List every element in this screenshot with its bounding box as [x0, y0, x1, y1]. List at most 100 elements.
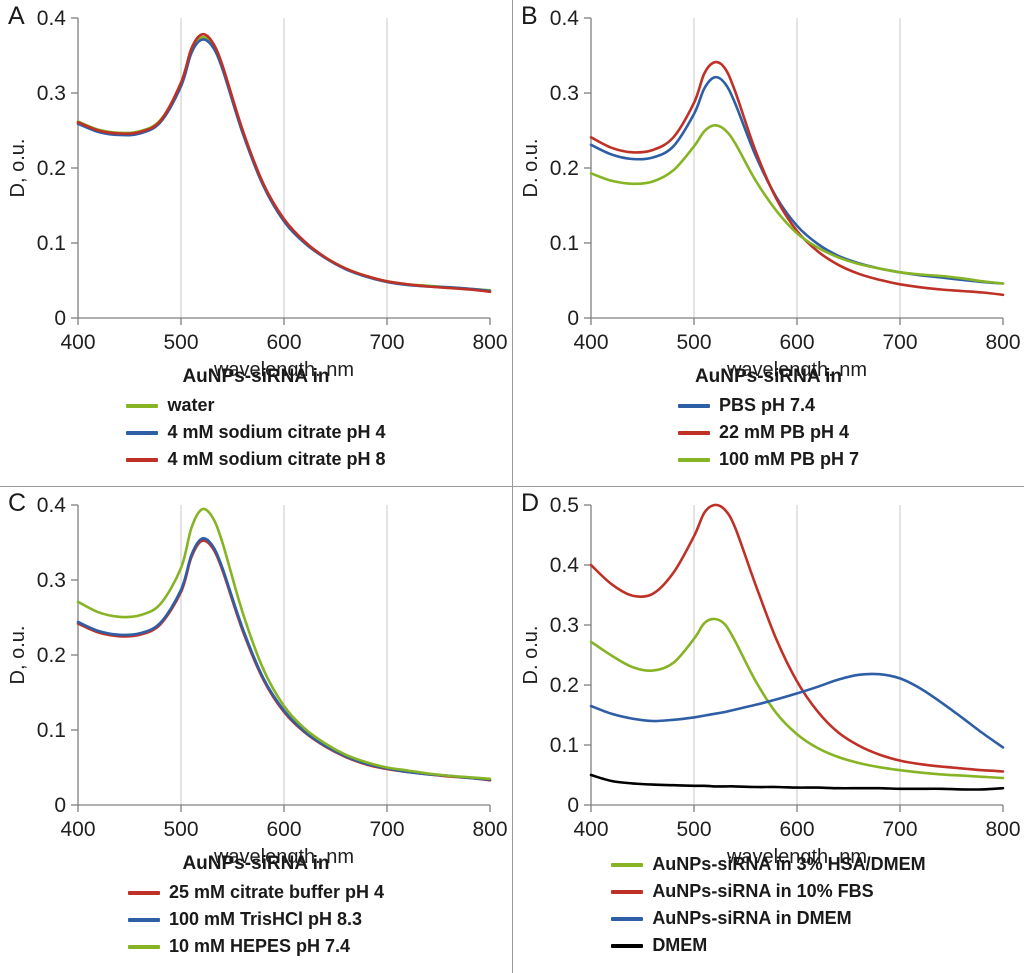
legend-label: PBS pH 7.4 — [718, 395, 815, 415]
legend-D: AuNPs-siRNA in 3% HSA/DMEM AuNPs-siRNA in… — [611, 851, 926, 959]
x-tick-label: 500 — [676, 818, 711, 841]
y-tick-label: 0.3 — [37, 82, 66, 105]
legend-C: AuNPs-siRNA in 25 mM citrate buffer pH 4 1… — [127, 851, 385, 960]
legend-label: AuNPs-siRNA in 3% HSA/DMEM — [652, 854, 926, 874]
legend-item: PBS pH 7.4 — [677, 392, 859, 419]
x-tick-label: 400 — [573, 818, 608, 841]
spectrum-plot-D: 400 500 600 700 800 0 0.1 0.2 0.3 0.4 0.5 wavelengt… — [520, 494, 1021, 863]
panel-label-B: B — [521, 2, 538, 30]
legend-B: AuNPs-siRNA in PBS pH 7.4 22 mM PB pH 4 100… — [677, 364, 860, 473]
spectrum-plot-B: 400 500 600 700 800 0 0.1 0.2 0.3 0.4 wavelength, … — [520, 7, 1021, 376]
panel-label-D: D — [521, 489, 540, 517]
legend-line-swatch — [611, 862, 644, 867]
x-tick-label: 800 — [472, 331, 507, 354]
x-tick-label: 600 — [779, 331, 814, 354]
legend-line-swatch — [126, 457, 159, 462]
y-tick-label: 0.2 — [37, 157, 66, 180]
legend-line-swatch — [127, 944, 160, 949]
legend-label: AuNPs-siRNA in DMEM — [652, 908, 852, 928]
y-tick-label: 0.4 — [550, 7, 580, 30]
legend-line-swatch — [126, 430, 159, 435]
spectrum-plot-A: 400 500 600 700 800 0 0.1 0.2 0.3 0.4 wavelength, … — [7, 7, 508, 376]
y-tick-label: 0.2 — [550, 674, 579, 697]
y-tick-label: 0.4 — [550, 554, 580, 577]
y-tick-label: 0.1 — [37, 232, 66, 255]
y-tick-label: 0 — [54, 307, 66, 330]
legend-item: 4 mM sodium citrate pH 8 — [126, 446, 386, 473]
legend-line-swatch — [126, 403, 159, 408]
y-tick-label: 0.1 — [37, 719, 66, 742]
series-line — [76, 537, 492, 781]
legend-label: 100 mM TrisHCl pH 8.3 — [168, 909, 363, 929]
y-tick-label: 0 — [54, 794, 66, 817]
panel-label-C: C — [8, 489, 27, 517]
x-tick-label: 700 — [369, 818, 404, 841]
legend-label: 25 mM citrate buffer pH 4 — [168, 882, 385, 902]
y-tick-label: 0.2 — [550, 157, 579, 180]
x-tick-label: 400 — [60, 818, 95, 841]
legend-line-swatch — [677, 457, 710, 462]
legend-title: AuNPs-siRNA in — [182, 366, 330, 387]
x-axis-title: wavelength, nm — [213, 846, 354, 863]
legend-item: 100 mM TrisHCl pH 8.3 — [127, 906, 384, 933]
series-line — [589, 672, 1005, 749]
x-axis-title: wavelength, nm — [213, 359, 354, 376]
y-tick-label: 0.3 — [37, 569, 66, 592]
x-tick-label: 700 — [369, 331, 404, 354]
x-tick-label: 500 — [163, 818, 198, 841]
y-tick-label: 0.1 — [550, 734, 579, 757]
legend-label: 4 mM sodium citrate pH 8 — [167, 449, 386, 469]
legend-item: 10 mM HEPES pH 7.4 — [127, 933, 384, 960]
y-tick-label: 0.4 — [37, 7, 67, 30]
series-line — [589, 123, 1005, 285]
y-tick-label: 0.3 — [550, 614, 579, 637]
legend-label: DMEM — [652, 935, 708, 955]
panel-A: A 400 500 600 700 800 0 0.1 0.2 0.3 0.4 wavelength… — [0, 0, 512, 486]
legend-line-swatch — [677, 403, 710, 408]
y-axis-title: D. o.u. — [520, 139, 542, 198]
legend-title: AuNPs-siRNA in — [182, 853, 330, 874]
x-tick-label: 400 — [60, 331, 95, 354]
series-line — [76, 507, 492, 781]
legend-item: 22 mM PB pH 4 — [677, 419, 859, 446]
legend-item: AuNPs-siRNA in 3% HSA/DMEM — [611, 851, 926, 878]
x-tick-label: 600 — [266, 331, 301, 354]
legend-item: AuNPs-siRNA in DMEM — [611, 905, 925, 932]
legend-item: DMEM — [611, 932, 925, 959]
legend-line-swatch — [677, 430, 710, 435]
x-tick-label: 700 — [882, 818, 917, 841]
series-line — [589, 617, 1005, 780]
x-tick-label: 600 — [266, 818, 301, 841]
legend-line-swatch — [611, 943, 644, 948]
y-tick-label: 0.2 — [37, 644, 66, 667]
series-line — [589, 60, 1005, 297]
panel-D: D 400 500 600 700 800 0 0.1 0.2 0.3 0.4 0.5 wavelen… — [512, 486, 1024, 973]
y-axis-title: D. o.u. — [520, 626, 542, 685]
series-line — [589, 773, 1005, 791]
x-tick-label: 600 — [779, 818, 814, 841]
x-tick-label: 800 — [985, 818, 1020, 841]
legend-label: 22 mM PB pH 4 — [718, 422, 850, 442]
legend-label: AuNPs-siRNA in 10% FBS — [652, 881, 874, 901]
spectrum-plot-C: 400 500 600 700 800 0 0.1 0.2 0.3 0.4 wavelength, … — [7, 494, 508, 863]
legend-item: water — [126, 392, 385, 419]
legend-item: 25 mM citrate buffer pH 4 — [127, 879, 385, 906]
legend-item: 4 mM sodium citrate pH 4 — [126, 419, 386, 446]
x-tick-label: 500 — [163, 331, 198, 354]
y-tick-label: 0.4 — [37, 494, 67, 517]
y-tick-label: 0.5 — [550, 494, 579, 517]
x-tick-label: 800 — [472, 818, 507, 841]
x-tick-label: 700 — [882, 331, 917, 354]
y-tick-label: 0.1 — [550, 232, 579, 255]
legend-item: 100 mM PB pH 7 — [677, 446, 860, 473]
panel-B: B 400 500 600 700 800 0 0.1 0.2 0.3 0.4 wavelength… — [512, 0, 1024, 486]
legend-label: 100 mM PB pH 7 — [718, 449, 860, 469]
legend-item: AuNPs-siRNA in 10% FBS — [611, 878, 925, 905]
x-tick-label: 800 — [985, 331, 1020, 354]
x-tick-label: 500 — [676, 331, 711, 354]
y-axis-title: D, o.u. — [7, 139, 29, 198]
legend-label: water — [167, 395, 215, 415]
x-tick-label: 400 — [573, 331, 608, 354]
x-axis-title: wavelength, nm — [726, 846, 867, 863]
